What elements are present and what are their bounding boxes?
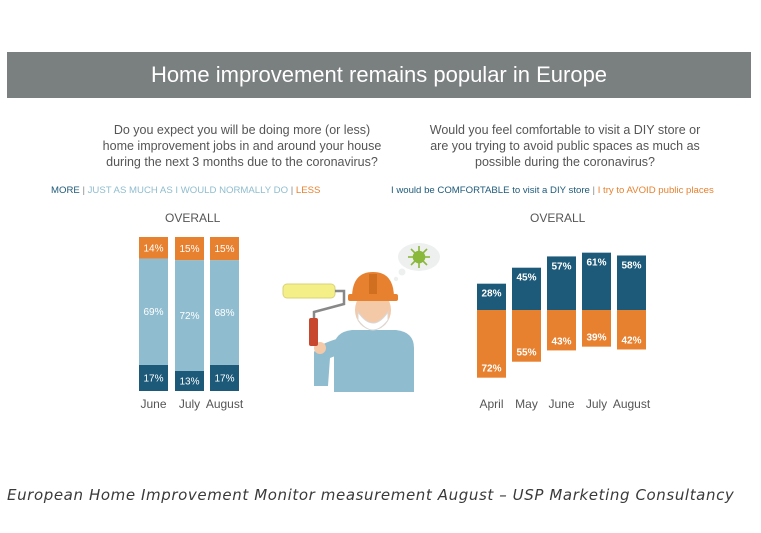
- x-tick-label: August: [206, 397, 244, 411]
- data-label: 39%: [586, 333, 606, 344]
- bar-comfortable-may: [512, 267, 541, 310]
- bar-avoid-july: [582, 310, 611, 347]
- legend-sep: |: [589, 185, 598, 196]
- bar-comfortable-july: [582, 252, 611, 310]
- right-overall-label: OVERALL: [530, 211, 586, 225]
- bar-less-june: [139, 237, 168, 259]
- data-label: 72%: [179, 311, 199, 322]
- bar-avoid-august: [617, 310, 646, 350]
- x-tick-label: April: [479, 397, 503, 411]
- left-overall-label: OVERALL: [165, 211, 221, 225]
- data-label: 55%: [516, 348, 536, 359]
- legend-comfortable: I would be COMFORTABLE to visit a DIY st…: [391, 185, 590, 196]
- data-label: 58%: [621, 260, 641, 271]
- source-caption: European Home Improvement Monitor measur…: [7, 486, 735, 504]
- bar-more-july: [175, 370, 204, 391]
- bar-more-august: [210, 364, 239, 391]
- bar-less-july: [175, 237, 204, 261]
- data-label: 61%: [586, 258, 606, 269]
- data-label: 13%: [179, 376, 199, 387]
- page-title: Home improvement remains popular in Euro…: [150, 62, 608, 87]
- worker-illustration: [282, 243, 440, 392]
- data-label: 15%: [179, 244, 199, 255]
- paint-roller-icon: [282, 283, 346, 346]
- data-label: 69%: [143, 307, 163, 318]
- legend-less: LESS: [295, 185, 321, 196]
- virus-icon: [408, 246, 430, 268]
- bar-comfortable-august: [617, 255, 646, 310]
- data-label: 57%: [551, 261, 571, 272]
- data-label: 72%: [481, 364, 501, 375]
- legend-avoid: I try to AVOID public places: [597, 185, 714, 196]
- data-label: 28%: [481, 289, 501, 300]
- left-stacked-chart: 17% 69% 14% June 13% 72% 15% July 17% 68% 15% Augus…: [139, 237, 244, 411]
- bar-avoid-june: [547, 310, 576, 351]
- bar-avoid-may: [512, 310, 541, 362]
- bar-just-july: [175, 260, 204, 371]
- bar-just-june: [139, 258, 168, 365]
- bar-less-august: [210, 237, 239, 261]
- data-label: 68%: [214, 308, 234, 319]
- data-label: 43%: [551, 336, 571, 347]
- data-label: 17%: [214, 373, 234, 384]
- title-banner: Home improvement remains popular in Euro…: [7, 52, 751, 98]
- worker-body: [334, 330, 414, 392]
- legend-sep: |: [79, 185, 88, 196]
- x-tick-label: May: [515, 397, 538, 411]
- right-diverging-chart: 28% 72% April 45% 55% May 57% 43% June 61% 39% July…: [477, 252, 651, 411]
- data-label: 15%: [214, 244, 234, 255]
- bar-more-june: [139, 364, 168, 391]
- legend-more: MORE: [51, 185, 80, 196]
- bar-comfortable-june: [547, 256, 576, 310]
- left-legend: MORE | JUST AS MUCH AS I WOULD NORMALLY …: [51, 185, 320, 196]
- bar-just-august: [210, 260, 239, 365]
- bar-comfortable-april: [477, 283, 506, 310]
- x-tick-label: August: [613, 397, 651, 411]
- data-label: 42%: [621, 335, 641, 346]
- x-tick-label: June: [140, 397, 166, 411]
- x-tick-label: July: [179, 397, 200, 411]
- data-label: 17%: [143, 373, 163, 384]
- right-question: Would you feel comfortable to visit a DI…: [429, 123, 701, 169]
- x-tick-label: July: [586, 397, 607, 411]
- legend-same: JUST AS MUCH AS I WOULD NORMALLY DO: [87, 185, 289, 196]
- bar-avoid-april: [477, 310, 506, 378]
- right-legend: I would be COMFORTABLE to visit a DIY st…: [391, 185, 714, 196]
- x-tick-label: June: [548, 397, 574, 411]
- data-label: 14%: [143, 243, 163, 254]
- data-label: 45%: [516, 273, 536, 284]
- face-mask: [357, 310, 389, 331]
- legend-sep: |: [288, 185, 296, 196]
- left-question: Do you expect you will be doing more (or…: [102, 123, 382, 169]
